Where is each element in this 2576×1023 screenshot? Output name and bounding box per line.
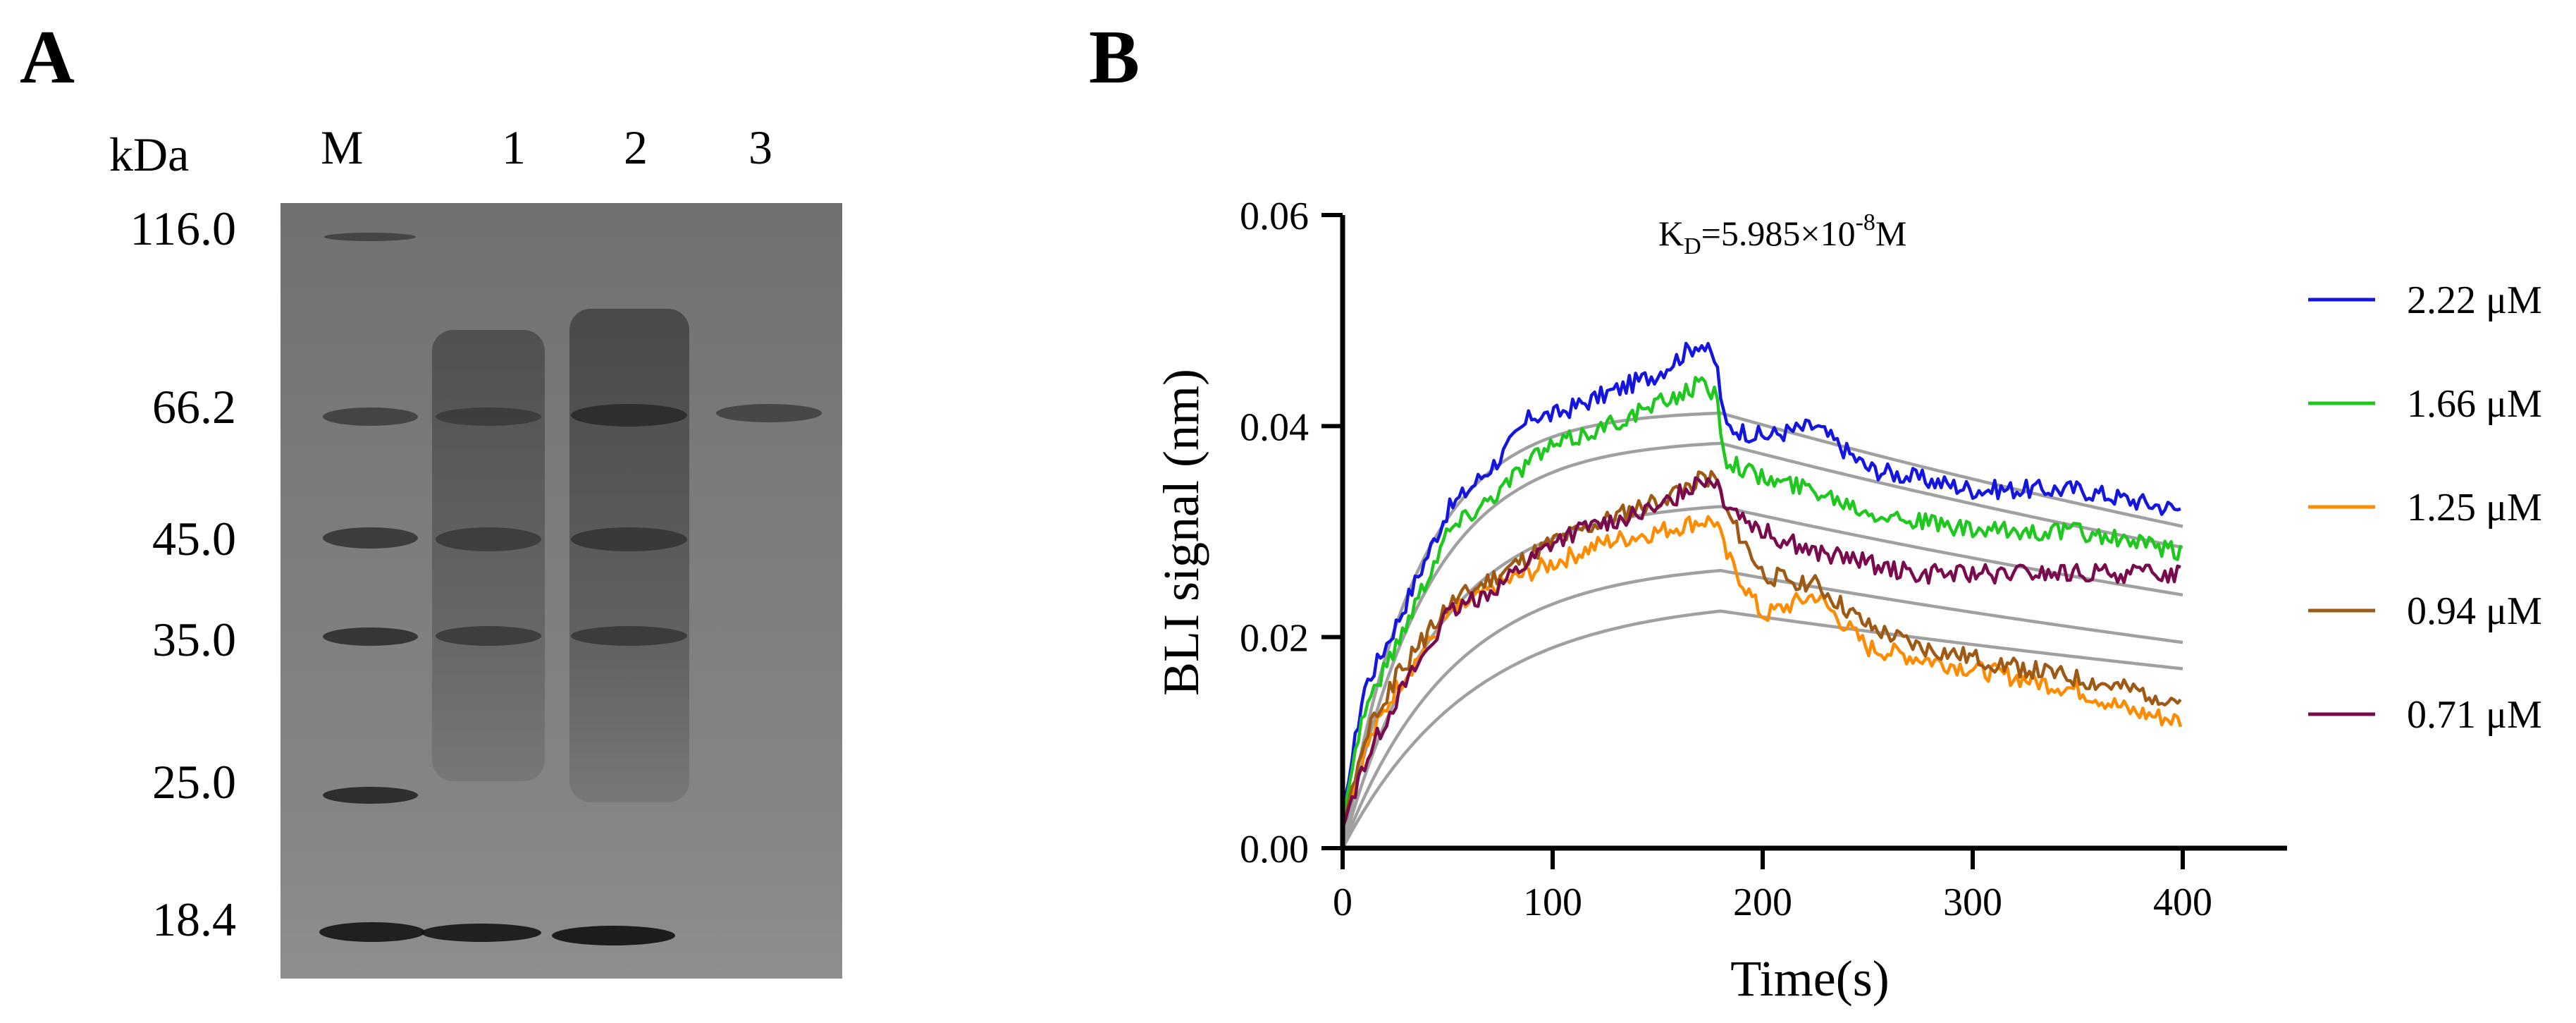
lane-label-3: 3	[748, 121, 772, 174]
series-line-5	[1341, 476, 2181, 828]
legend-label: 0.71 μM	[2407, 693, 2542, 737]
y-tick-label: 0.02	[1240, 617, 1309, 661]
series-line-4	[1341, 470, 2182, 828]
marker-25: 25.0	[152, 755, 236, 809]
x-tick-label: 300	[1943, 881, 2002, 924]
x-tick-label: 200	[1733, 881, 1792, 924]
y-axis-label: BLI signal (nm)	[1153, 369, 1209, 696]
legend-label: 0.94 μM	[2407, 589, 2542, 633]
fit-curve	[1341, 505, 2183, 849]
x-ticks: 0 100 200 300 400	[1333, 848, 2212, 924]
marker-18: 18.4	[152, 893, 236, 946]
marker-45: 45.0	[152, 512, 236, 565]
x-axis-label: Time(s)	[1730, 950, 1889, 1007]
legend: 2.22 μM 1.66 μM 1.25 μM 0.94 μM 0.71 μM	[2308, 278, 2542, 737]
fit-curve	[1341, 568, 2183, 849]
series-line-3	[1341, 515, 2183, 827]
lane-label-1: 1	[502, 121, 526, 174]
legend-label: 2.22 μM	[2407, 278, 2542, 322]
fit-curve	[1341, 441, 2183, 849]
y-tick-label: 0.04	[1240, 405, 1309, 449]
legend-label: 1.25 μM	[2407, 486, 2542, 529]
y-tick-label: 0.06	[1240, 195, 1309, 238]
marker-66: 66.2	[152, 380, 236, 434]
y-ticks: 0.00 0.02 0.04 0.06	[1240, 195, 1343, 871]
marker-116: 116.0	[130, 202, 236, 255]
kda-unit-label: kDa	[109, 128, 190, 181]
panel-a-label: A	[20, 16, 75, 99]
lane-label-2: 2	[624, 121, 648, 174]
marker-35: 35.0	[152, 613, 236, 666]
lane-label-marker: M	[321, 121, 364, 174]
series-line-1	[1341, 341, 2181, 815]
x-tick-label: 100	[1523, 881, 1582, 924]
series-line-2	[1341, 376, 2183, 816]
panel-b-label: B	[1089, 16, 1140, 99]
x-tick-label: 0	[1333, 881, 1352, 924]
sds-page-gel-image	[281, 203, 842, 979]
kd-annotation: KD=5.985×10-8M	[1658, 209, 1906, 259]
x-tick-label: 400	[2153, 881, 2212, 924]
y-tick-label: 0.00	[1240, 828, 1309, 871]
series-lines	[1341, 341, 2183, 828]
fit-curve	[1341, 609, 2183, 850]
legend-label: 1.66 μM	[2407, 382, 2542, 426]
